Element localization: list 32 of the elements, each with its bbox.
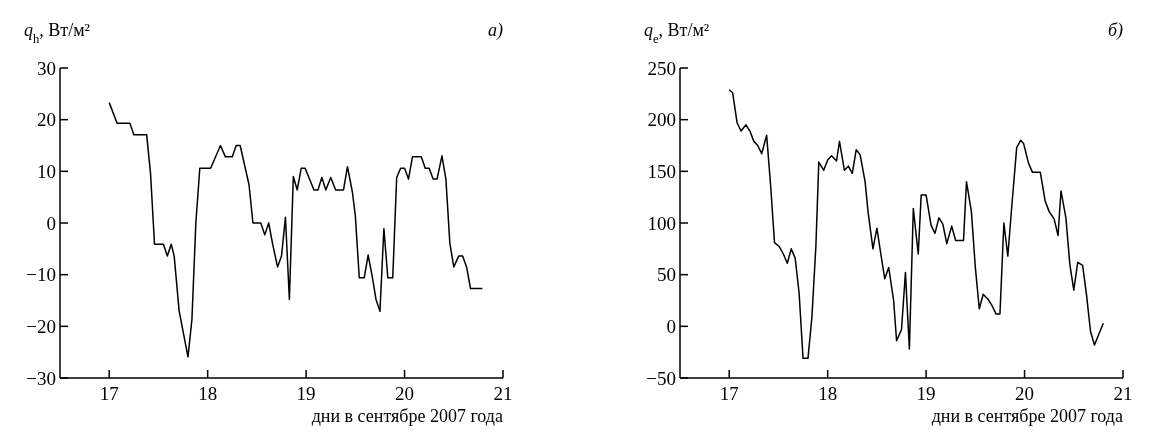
x-axis-title: дни в сентябре 2007 года <box>931 406 1124 426</box>
y-tick-label: −30 <box>26 367 56 389</box>
x-tick-label: 19 <box>916 383 936 404</box>
y-tick-label: −50 <box>646 367 676 389</box>
y-tick-label: 0 <box>46 212 56 234</box>
text: а) <box>488 20 503 41</box>
line-series <box>108 101 484 358</box>
x-tick-label: 17 <box>99 383 119 404</box>
y-tick-label: 100 <box>647 212 676 234</box>
y-tick-label: 50 <box>657 264 676 286</box>
x-tick-label: 20 <box>395 383 415 404</box>
y-tick-label: 30 <box>37 57 56 79</box>
y-tick-label: 10 <box>37 160 56 182</box>
y-tick-label: 20 <box>37 109 56 131</box>
y-tick-label: 150 <box>647 160 676 182</box>
y-tick-label: 250 <box>647 57 676 79</box>
x-axis-title: дни в сентябре 2007 года <box>311 406 504 426</box>
y-tick-label: −20 <box>26 315 56 337</box>
y-axis-title: q$_{h}$, Вт/м² <box>24 20 90 46</box>
text: б) <box>1107 20 1124 41</box>
line-series <box>728 88 1105 360</box>
x-tick-label: 19 <box>296 383 316 404</box>
x-tick-label: 18 <box>818 383 838 404</box>
x-tick-label: 17 <box>719 383 739 404</box>
y-axis-title: q$_{e}$, Вт/м² <box>644 20 710 46</box>
x-tick-label: 21 <box>1113 383 1133 404</box>
y-tick-label: 0 <box>666 315 676 337</box>
x-tick-label: 18 <box>198 383 218 404</box>
x-tick-label: 20 <box>1015 383 1035 404</box>
y-tick-label: 200 <box>647 109 676 131</box>
x-tick-label: 21 <box>493 383 513 404</box>
y-tick-label: −10 <box>26 264 56 286</box>
